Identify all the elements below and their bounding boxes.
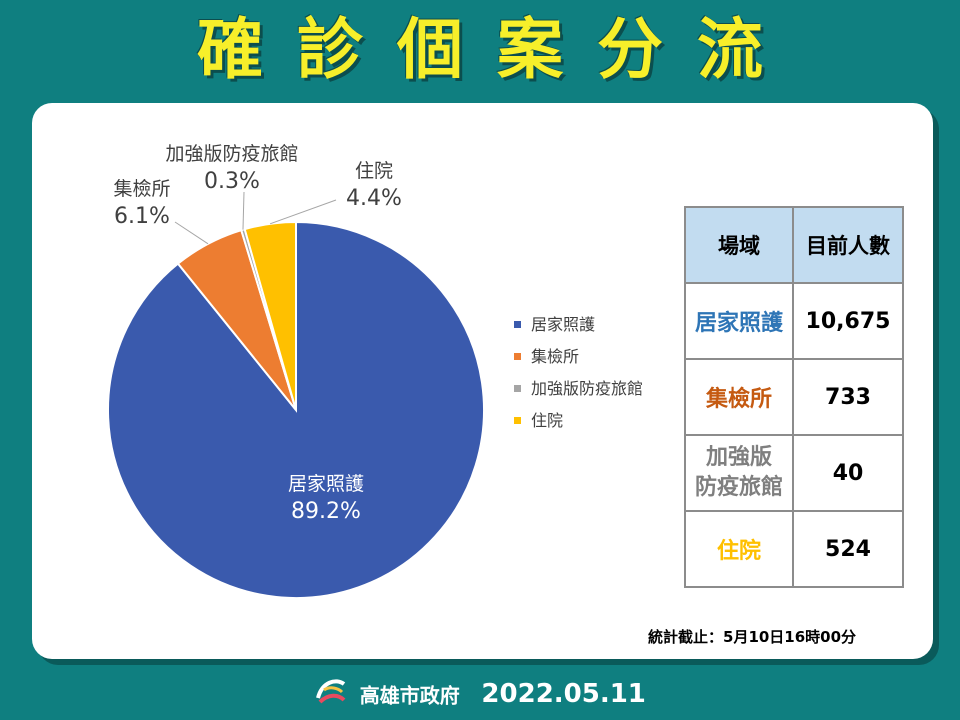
slice-label-value: 89.2% xyxy=(291,499,361,524)
table-row: 住院 524 xyxy=(684,510,904,588)
legend-swatch xyxy=(514,385,521,392)
table-cell-venue: 加強版 防疫旅館 xyxy=(684,434,794,512)
footer-date: 2022.05.11 xyxy=(481,679,646,709)
table-row: 居家照護 10,675 xyxy=(684,282,904,360)
slice-label-name: 集檢所 xyxy=(113,178,170,200)
table-cell-venue: 住院 xyxy=(684,510,794,588)
legend-label: 居家照護 xyxy=(531,315,595,334)
table-cell-venue-line2: 防疫旅館 xyxy=(694,475,783,500)
data-table: 場域 目前人數 居家照護 10,675 集檢所 733 加強版 防疫旅館 40 … xyxy=(684,206,904,588)
table-cell-count: 524 xyxy=(792,510,904,588)
legend-swatch xyxy=(514,321,521,328)
leader-line xyxy=(269,199,337,225)
legend-swatch xyxy=(514,417,521,424)
table-cell-count: 733 xyxy=(792,358,904,436)
table-header-venue: 場域 xyxy=(684,206,794,284)
table-cell-count: 10,675 xyxy=(792,282,904,360)
leader-line xyxy=(174,221,209,245)
leader-line xyxy=(242,191,245,230)
legend-swatch xyxy=(514,353,521,360)
table-header-count: 目前人數 xyxy=(792,206,904,284)
legend-label: 住院 xyxy=(531,411,563,430)
table-row: 加強版 防疫旅館 40 xyxy=(684,434,904,512)
table-header-row: 場域 目前人數 xyxy=(684,206,904,284)
table-row: 集檢所 733 xyxy=(684,358,904,436)
slice-label-name: 居家照護 xyxy=(288,473,364,495)
slice-label-name: 加強版防疫旅館 xyxy=(165,143,298,165)
legend-label: 集檢所 xyxy=(531,347,579,366)
data-cutoff-note: 統計截止：5月10日16時00分 xyxy=(648,628,857,646)
legend-label: 加強版防疫旅館 xyxy=(531,379,643,398)
city-logo-icon xyxy=(314,676,348,712)
slice-label-value: 4.4% xyxy=(346,186,402,211)
table-cell-venue: 居家照護 xyxy=(684,282,794,360)
table-cell-count: 40 xyxy=(792,434,904,512)
slice-label-value: 0.3% xyxy=(204,169,260,194)
slice-label-value: 6.1% xyxy=(114,204,170,229)
footer: 高雄市政府 2022.05.11 xyxy=(0,676,960,712)
pie-slice xyxy=(243,220,297,411)
slice-label-name: 住院 xyxy=(355,160,393,182)
table-cell-venue-line1: 加強版 xyxy=(705,445,772,470)
table-cell-venue: 集檢所 xyxy=(684,358,794,436)
footer-org: 高雄市政府 xyxy=(359,683,460,708)
page-title: 確診個案分流 xyxy=(197,11,797,88)
